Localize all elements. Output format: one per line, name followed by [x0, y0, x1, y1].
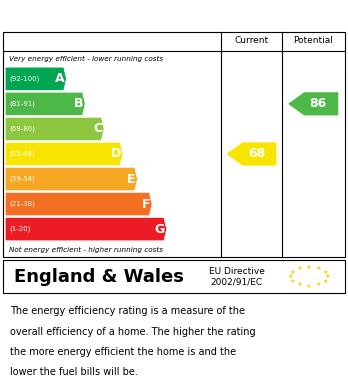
Text: G: G [155, 222, 165, 236]
Text: ★: ★ [290, 279, 295, 284]
Text: Very energy efficient - lower running costs: Very energy efficient - lower running co… [9, 56, 163, 62]
Text: (81-91): (81-91) [9, 100, 35, 107]
Text: ★: ★ [296, 282, 302, 287]
Text: Potential: Potential [293, 36, 333, 45]
Text: B: B [74, 97, 84, 110]
Text: the more energy efficient the home is and the: the more energy efficient the home is an… [10, 347, 237, 357]
Text: ★: ★ [296, 266, 302, 271]
Text: England & Wales: England & Wales [14, 268, 184, 286]
Text: ★: ★ [287, 274, 293, 279]
Text: (21-38): (21-38) [9, 201, 35, 207]
Text: D: D [111, 147, 121, 160]
Text: lower the fuel bills will be.: lower the fuel bills will be. [10, 367, 138, 377]
Polygon shape [227, 142, 276, 165]
Text: F: F [142, 197, 150, 211]
Text: ★: ★ [306, 283, 312, 289]
Polygon shape [5, 67, 66, 90]
Text: C: C [93, 122, 102, 135]
Text: ★: ★ [322, 270, 328, 275]
Text: A: A [55, 72, 65, 85]
Polygon shape [288, 92, 338, 115]
Polygon shape [5, 217, 167, 241]
Text: EU Directive: EU Directive [209, 267, 264, 276]
Text: (39-54): (39-54) [9, 176, 35, 182]
Text: (69-80): (69-80) [9, 126, 35, 132]
Text: 68: 68 [248, 147, 265, 160]
Text: ★: ★ [316, 266, 321, 271]
Text: (92-100): (92-100) [9, 75, 40, 82]
Polygon shape [5, 117, 104, 140]
Text: overall efficiency of a home. The higher the rating: overall efficiency of a home. The higher… [10, 326, 256, 337]
Polygon shape [5, 167, 137, 191]
Polygon shape [5, 192, 152, 216]
Text: ★: ★ [306, 265, 312, 270]
Text: (1-20): (1-20) [9, 226, 31, 232]
Text: 2002/91/EC: 2002/91/EC [211, 278, 263, 287]
Text: Energy Efficiency Rating: Energy Efficiency Rating [10, 7, 220, 23]
Text: Current: Current [234, 36, 269, 45]
Text: 86: 86 [310, 97, 327, 110]
Polygon shape [5, 92, 85, 115]
Text: E: E [127, 172, 136, 186]
Text: ★: ★ [322, 279, 328, 284]
Text: The energy efficiency rating is a measure of the: The energy efficiency rating is a measur… [10, 307, 245, 316]
Text: (55-68): (55-68) [9, 151, 35, 157]
Text: ★: ★ [325, 274, 331, 279]
Text: ★: ★ [290, 270, 295, 275]
Polygon shape [5, 142, 123, 165]
Text: Not energy efficient - higher running costs: Not energy efficient - higher running co… [9, 247, 163, 253]
Text: ★: ★ [316, 282, 321, 287]
